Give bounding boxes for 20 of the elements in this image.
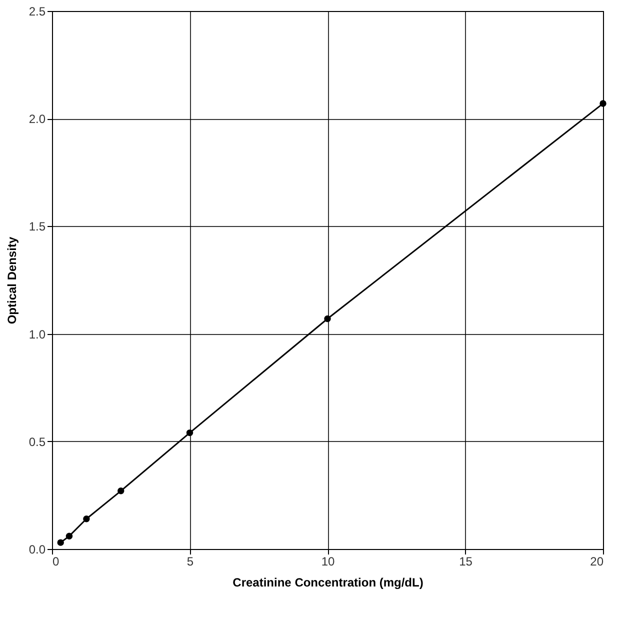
point	[66, 532, 73, 540]
point	[324, 315, 331, 322]
y-tick-label: 0.5	[28, 434, 46, 449]
y-tick-label: 2.5	[28, 4, 46, 18]
y-tick-label: 1.0	[28, 327, 46, 342]
point	[186, 429, 194, 436]
x-axis-title: Creatinine Concentration (mg/dL)	[232, 576, 424, 590]
point	[83, 516, 90, 522]
x-tick-label: 15	[459, 554, 473, 568]
y-axis-title: Optical Density	[4, 236, 19, 324]
x-tick-label: 5	[186, 554, 194, 568]
x-tick-label: 10	[321, 554, 335, 568]
y-tick-label: 2.0	[28, 112, 46, 126]
y-tick-label: 1.5	[28, 220, 46, 234]
x-tick-label: 20	[590, 554, 604, 568]
point	[118, 488, 124, 494]
y-tick-label: 0.0	[28, 542, 46, 556]
x-tick-label: 0	[52, 554, 60, 568]
point	[57, 539, 64, 546]
point	[600, 100, 606, 107]
